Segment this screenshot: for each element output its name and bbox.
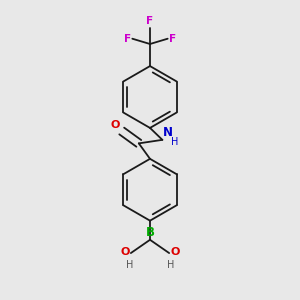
Text: F: F	[124, 34, 131, 44]
Text: O: O	[120, 248, 130, 257]
Text: B: B	[146, 226, 154, 239]
Text: F: F	[169, 34, 176, 44]
Text: H: H	[167, 260, 174, 269]
Text: N: N	[163, 126, 173, 139]
Text: H: H	[126, 260, 134, 269]
Text: H: H	[171, 137, 178, 147]
Text: F: F	[146, 16, 154, 26]
Text: O: O	[110, 119, 119, 130]
Text: O: O	[170, 248, 180, 257]
